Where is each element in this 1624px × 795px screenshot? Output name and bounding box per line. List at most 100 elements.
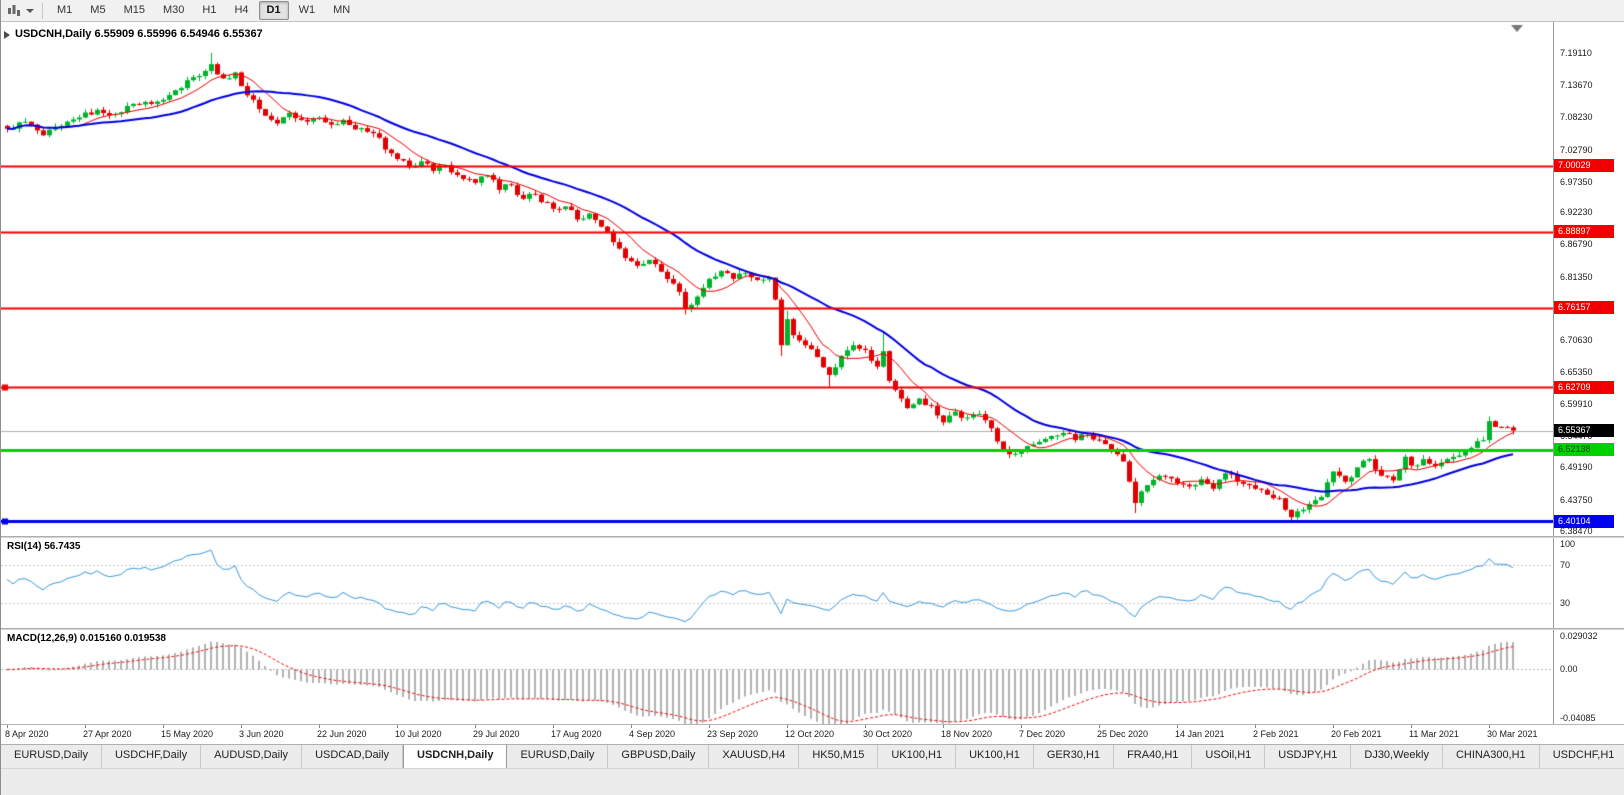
date-tick-mark: [787, 725, 788, 728]
current-price-badge: 6.55367: [1554, 424, 1614, 438]
date-tick-label: 15 May 2020: [161, 729, 214, 739]
price-tick-label: 6.43750: [1560, 494, 1593, 505]
chart-tab-gbpusd-daily[interactable]: GBPUSD,Daily: [608, 745, 710, 768]
date-tick-label: 22 Jun 2020: [317, 729, 367, 739]
main-chart-panel: USDCNH,Daily 6.55909 6.55996 6.54946 6.5…: [1, 22, 1624, 536]
symbol-ohlc-line: USDCNH,Daily 6.55909 6.55996 6.54946 6.5…: [15, 28, 263, 40]
date-tick-mark: [475, 725, 476, 728]
one-click-trading-icon[interactable]: [4, 31, 10, 39]
date-tick-label: 29 Jul 2020: [473, 729, 520, 739]
chevron-down-icon[interactable]: [26, 8, 34, 13]
chart-tab-usdcnh-daily[interactable]: USDCNH,Daily: [403, 745, 508, 768]
timeframe-button-d1[interactable]: D1: [258, 1, 289, 20]
macd-chart-canvas[interactable]: [1, 630, 1553, 724]
main-chart-canvas[interactable]: [1, 22, 1553, 536]
date-tick-mark: [319, 725, 320, 728]
date-axis[interactable]: 8 Apr 2020 27 Apr 2020 15 May 2020 3 Jun 20…: [1, 724, 1624, 744]
date-tick-mark: [1099, 725, 1100, 728]
chart-tab-ger30-h1[interactable]: GER30,H1: [1033, 745, 1115, 768]
chart-tab-usdjpy-h1[interactable]: USDJPY,H1: [1265, 745, 1352, 768]
date-tick-mark: [7, 725, 8, 728]
chart-tab-eurusd-daily[interactable]: EURUSD,Daily: [1, 745, 102, 768]
date-tick-mark: [163, 725, 164, 728]
date-tick-mark: [1333, 725, 1334, 728]
date-tick-label: 4 Sep 2020: [629, 729, 676, 739]
date-tick-label: 12 Oct 2020: [785, 729, 835, 739]
rsi-tick-label: 100: [1560, 539, 1576, 549]
price-tick-label: 6.38470: [1560, 526, 1593, 537]
timeframe-button-w1[interactable]: W1: [298, 4, 316, 16]
date-tick-label: 30 Oct 2020: [863, 729, 913, 739]
timeframe-button-h1[interactable]: H1: [202, 4, 217, 16]
macd-axis[interactable]: 0.029032 0.00 -0.04085: [1553, 630, 1624, 724]
price-tick-label: 6.92230: [1560, 207, 1593, 218]
chart-tab-hk50-m15[interactable]: HK50,M15: [799, 745, 879, 768]
timeframe-button-h4[interactable]: H4: [234, 4, 249, 16]
date-tick-mark: [1255, 725, 1256, 728]
timeframe-button-m15[interactable]: M15: [123, 4, 145, 16]
panel-splitter[interactable]: [1, 628, 1624, 630]
chart-tab-dj30-weekly[interactable]: DJ30,Weekly: [1351, 745, 1443, 768]
rsi-chart-canvas[interactable]: [1, 538, 1553, 628]
date-tick-mark: [865, 725, 866, 728]
macd-tick-label: 0.029032: [1560, 631, 1598, 641]
date-tick-label: 23 Sep 2020: [707, 729, 759, 739]
macd-panel: MACD(12,26,9) 0.015160 0.019538 0.029032…: [1, 630, 1624, 724]
chart-tab-china300-h1[interactable]: CHINA300,H1: [1442, 745, 1540, 768]
date-tick-label: 25 Dec 2020: [1097, 729, 1149, 739]
chart-type-icon[interactable]: [5, 3, 23, 19]
macd-tick-label: -0.04085: [1560, 713, 1596, 723]
chart-tab-audusd-daily[interactable]: AUDUSD,Daily: [201, 745, 303, 768]
timeframe-button-m30[interactable]: M30: [162, 4, 185, 16]
chart-tab-uk100-h1[interactable]: UK100,H1: [878, 745, 957, 768]
price-line-badge: 6.62709: [1554, 380, 1614, 394]
chart-tab-uk100-h1[interactable]: UK100,H1: [956, 745, 1034, 768]
date-tick-mark: [1411, 725, 1412, 728]
timeframe-button-m5[interactable]: M5: [90, 4, 106, 16]
chart-tab-usoil-h1[interactable]: USOil,H1: [1192, 745, 1266, 768]
date-tick-label: 10 Jul 2020: [395, 729, 442, 739]
price-tick-label: 6.81350: [1560, 271, 1593, 282]
rsi-tick-label: 30: [1560, 598, 1571, 608]
date-tick-mark: [709, 725, 710, 728]
panel-splitter[interactable]: [1, 536, 1624, 538]
price-tick-label: 6.65350: [1560, 366, 1593, 377]
chart-tab-usdchf-daily[interactable]: USDCHF,Daily: [101, 745, 202, 768]
date-tick-label: 27 Apr 2020: [83, 729, 132, 739]
date-tick-mark: [631, 725, 632, 728]
date-tick-label: 17 Aug 2020: [551, 729, 602, 739]
price-line-badge: 6.52138: [1554, 443, 1614, 457]
price-tick-label: 6.70630: [1560, 335, 1593, 346]
rsi-label: RSI(14) 56.7435: [7, 541, 81, 552]
date-tick-mark: [943, 725, 944, 728]
macd-label: MACD(12,26,9) 0.015160 0.019538: [7, 633, 166, 644]
price-tick-label: 7.19110: [1560, 47, 1592, 58]
chart-tab-eurusd-daily[interactable]: EURUSD,Daily: [507, 745, 609, 768]
chart-tabs-bar: EURUSD,Daily USDCHF,Daily AUDUSD,Daily USDC…: [1, 744, 1624, 768]
rsi-tick-label: 70: [1560, 560, 1571, 570]
date-tick-mark: [397, 725, 398, 728]
price-tick-label: 7.08230: [1560, 112, 1593, 123]
toolbar-separator: [42, 2, 43, 19]
rsi-axis[interactable]: 100 70 30: [1553, 538, 1624, 628]
price-line-badge: 6.76157: [1554, 301, 1614, 315]
timeframe-button-mn[interactable]: MN: [333, 4, 351, 16]
chart-tab-usdcad-daily[interactable]: USDCAD,Daily: [302, 745, 404, 768]
price-line-badge: 6.88897: [1554, 225, 1614, 239]
date-tick-label: 30 Mar 2021: [1487, 729, 1538, 739]
price-tick-label: 6.97350: [1560, 176, 1593, 187]
rsi-panel: RSI(14) 56.7435 100 70 30: [1, 538, 1624, 628]
timeframes-toolbar: M1 M5 M15 M30 H1 H4 D1 W1 MN: [1, 0, 1624, 22]
chart-tab-fra40-h1[interactable]: FRA40,H1: [1114, 745, 1193, 768]
macd-tick-label: 0.00: [1560, 664, 1578, 675]
date-tick-mark: [85, 725, 86, 728]
timeframe-button-m1[interactable]: M1: [57, 4, 73, 16]
date-tick-label: 14 Jan 2021: [1175, 729, 1225, 739]
status-bar: [1, 768, 1624, 795]
price-line-badge: 7.00029: [1554, 159, 1614, 173]
price-tick-label: 6.49190: [1560, 462, 1593, 473]
chart-tab-usdchf-h1[interactable]: USDCHF,H1: [1539, 745, 1624, 768]
chart-tab-xauusd-h4[interactable]: XAUUSD,H4: [709, 745, 800, 768]
date-tick-mark: [1489, 725, 1490, 728]
price-axis[interactable]: 7.19110 7.13670 7.08230 7.02790 6.97350 6.922…: [1553, 22, 1624, 536]
